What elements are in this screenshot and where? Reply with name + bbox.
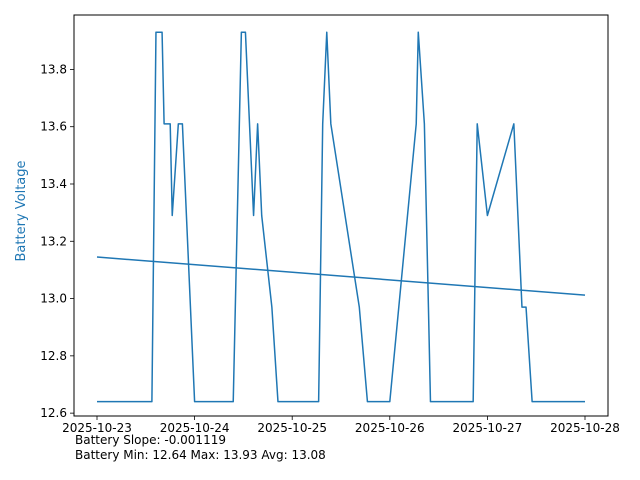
y-tick-label: 13.4 — [40, 177, 67, 191]
y-tick-label: 13.2 — [40, 234, 67, 248]
plot-area — [96, 31, 586, 403]
x-tick-label: 2025-10-25 — [257, 421, 327, 435]
y-tick-label: 12.8 — [40, 349, 67, 363]
x-tick-label: 2025-10-23 — [62, 421, 132, 435]
battery-slope-text: Battery Slope: -0.001119 — [75, 433, 226, 447]
battery-min-max-avg-text: Battery Min: 12.64 Max: 13.93 Avg: 13.08 — [75, 448, 326, 462]
x-tick-label: 2025-10-27 — [453, 421, 523, 435]
y-axis-label: Battery Voltage — [14, 160, 29, 261]
x-tick-label: 2025-10-26 — [355, 421, 425, 435]
y-tick-label: 13.6 — [40, 120, 67, 134]
trend-line — [96, 256, 586, 296]
x-axis: 2025-10-23 2025-10-24 2025-10-25 2025-10-26… — [62, 416, 620, 435]
x-tick-label: 2025-10-24 — [160, 421, 230, 435]
y-tick-label: 13.8 — [40, 62, 67, 76]
battery-voltage-line — [97, 31, 585, 403]
x-tick-label: 2025-10-28 — [550, 421, 620, 435]
y-tick-label: 13.0 — [40, 292, 67, 306]
y-axis: 12.6 12.8 13.0 13.2 13.4 13.6 13.8 — [40, 62, 74, 420]
y-tick-label: 12.6 — [40, 406, 67, 420]
axes-frame — [73, 14, 609, 417]
